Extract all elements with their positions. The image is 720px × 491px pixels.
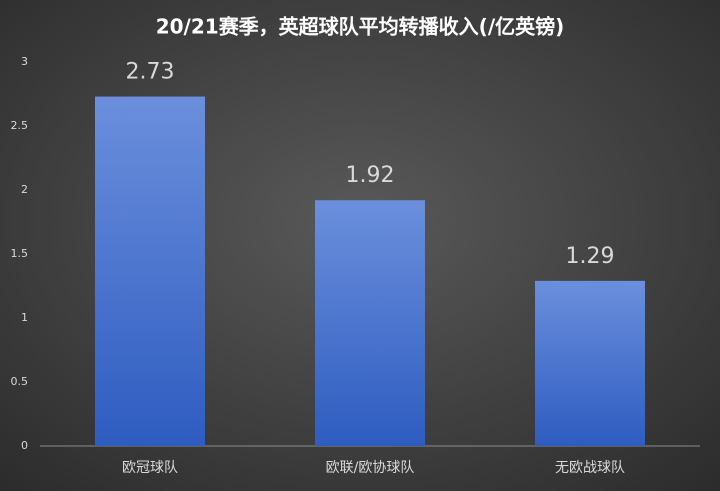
y-tick-label: 0 [21,439,28,452]
y-tick-label: 1.5 [11,247,29,260]
bar [95,96,205,446]
data-label: 1.92 [346,163,395,188]
y-tick-label: 2 [21,183,28,196]
y-tick-label: 1 [21,311,28,324]
y-tick-label: 0.5 [11,375,29,388]
chart-title: 20/21赛季，英超球队平均转播收入(/亿英镑) [156,15,565,39]
x-tick-label: 欧冠球队 [122,460,178,476]
bar [315,200,425,446]
x-tick-label: 欧联/欧协球队 [326,460,415,476]
bar [535,280,645,446]
data-label: 2.73 [126,60,175,85]
y-tick-label: 3 [21,55,28,68]
x-tick-label: 无欧战球队 [555,460,625,476]
y-tick-label: 2.5 [11,119,29,132]
data-label: 1.29 [566,244,615,269]
